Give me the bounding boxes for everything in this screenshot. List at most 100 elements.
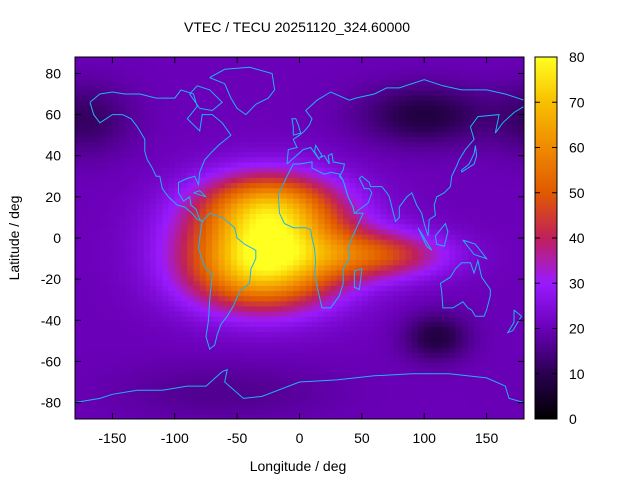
heatmap-cell bbox=[199, 269, 207, 276]
heatmap-cell bbox=[343, 316, 350, 322]
heatmap-cell bbox=[480, 146, 488, 153]
heatmap-cell bbox=[131, 95, 138, 101]
heatmap-cell bbox=[205, 316, 213, 322]
heatmap-cell bbox=[168, 187, 176, 194]
heatmap-cell bbox=[81, 383, 89, 389]
heatmap-cell bbox=[168, 136, 176, 142]
heatmap-cell bbox=[118, 161, 126, 168]
heatmap-cell bbox=[268, 249, 276, 256]
heatmap-cell bbox=[311, 408, 319, 415]
heatmap-cell bbox=[280, 377, 288, 384]
heatmap-cell bbox=[212, 192, 220, 199]
heatmap-cell bbox=[143, 413, 151, 419]
heatmap-cell bbox=[218, 249, 226, 256]
heatmap-cell bbox=[511, 367, 519, 374]
heatmap-cell bbox=[293, 208, 301, 214]
heatmap-cell bbox=[149, 326, 157, 333]
heatmap-cell bbox=[237, 326, 244, 333]
heatmap-cell bbox=[143, 105, 151, 112]
heatmap-cell bbox=[318, 192, 326, 199]
heatmap-cell bbox=[424, 233, 432, 240]
heatmap-cell bbox=[318, 105, 326, 112]
heatmap-cell bbox=[455, 177, 463, 184]
heatmap-cell bbox=[168, 259, 176, 266]
heatmap-cell bbox=[162, 275, 170, 281]
heatmap-cell bbox=[343, 331, 350, 338]
heatmap-cell bbox=[87, 59, 95, 65]
heatmap-cell bbox=[299, 105, 307, 112]
heatmap-cell bbox=[224, 115, 232, 122]
heatmap-cell bbox=[424, 254, 432, 261]
heatmap-cell bbox=[280, 331, 288, 338]
heatmap-cell bbox=[75, 352, 82, 358]
heatmap-cell bbox=[361, 115, 369, 122]
heatmap-cell bbox=[168, 326, 176, 333]
heatmap-cell bbox=[330, 136, 338, 142]
heatmap-cell bbox=[393, 336, 400, 343]
heatmap-cell bbox=[230, 125, 238, 132]
heatmap-cell bbox=[461, 228, 469, 235]
heatmap-cell bbox=[168, 398, 176, 405]
heatmap-cell bbox=[461, 156, 469, 163]
heatmap-cell bbox=[268, 377, 276, 384]
heatmap-cell bbox=[293, 352, 301, 358]
heatmap-cell bbox=[274, 136, 282, 142]
heatmap-cell bbox=[93, 362, 101, 369]
heatmap-cell bbox=[480, 259, 488, 266]
heatmap-cell bbox=[205, 326, 213, 333]
heatmap-cell bbox=[156, 311, 163, 317]
heatmap-cell bbox=[87, 357, 95, 364]
heatmap-cell bbox=[336, 223, 344, 230]
heatmap-cell bbox=[293, 413, 301, 419]
heatmap-cell bbox=[405, 259, 413, 266]
heatmap-cell bbox=[224, 59, 232, 65]
heatmap-cell bbox=[305, 316, 313, 322]
heatmap-cell bbox=[336, 182, 344, 189]
heatmap-cell bbox=[299, 69, 307, 76]
heatmap-cell bbox=[343, 326, 350, 333]
heatmap-cell bbox=[293, 403, 301, 410]
heatmap-cell bbox=[255, 352, 263, 358]
heatmap-cell bbox=[262, 362, 269, 369]
heatmap-cell bbox=[162, 388, 170, 394]
heatmap-cell bbox=[436, 84, 444, 91]
heatmap-cell bbox=[492, 249, 500, 256]
heatmap-cell bbox=[442, 100, 450, 106]
heatmap-cell bbox=[343, 413, 350, 419]
heatmap-cell bbox=[343, 233, 350, 240]
heatmap-cell bbox=[299, 57, 307, 60]
heatmap-cell bbox=[243, 341, 251, 348]
heatmap-cell bbox=[181, 264, 188, 271]
heatmap-cell bbox=[474, 249, 481, 256]
heatmap-cell bbox=[287, 367, 294, 374]
heatmap-cell bbox=[268, 254, 276, 261]
heatmap-cell bbox=[442, 228, 450, 235]
heatmap-cell bbox=[492, 141, 500, 148]
heatmap-cell bbox=[193, 136, 201, 142]
heatmap-cell bbox=[461, 311, 469, 317]
heatmap-cell bbox=[467, 192, 475, 199]
heatmap-cell bbox=[262, 172, 269, 178]
heatmap-cell bbox=[324, 362, 332, 369]
heatmap-cell bbox=[330, 100, 338, 106]
heatmap-cell bbox=[455, 89, 463, 96]
heatmap-cell bbox=[305, 228, 313, 235]
heatmap-cell bbox=[486, 331, 494, 338]
heatmap-cell bbox=[268, 167, 276, 173]
heatmap-cell bbox=[181, 213, 188, 220]
heatmap-cell bbox=[417, 95, 425, 101]
heatmap-cell bbox=[480, 413, 488, 419]
heatmap-cell bbox=[143, 362, 151, 369]
heatmap-cell bbox=[399, 57, 407, 60]
heatmap-cell bbox=[243, 203, 251, 209]
heatmap-cell bbox=[230, 239, 238, 245]
heatmap-cell bbox=[405, 321, 413, 328]
heatmap-cell bbox=[199, 79, 207, 86]
heatmap-cell bbox=[380, 388, 388, 394]
heatmap-cell bbox=[430, 254, 438, 261]
heatmap-cell bbox=[149, 192, 157, 199]
heatmap-cell bbox=[81, 280, 89, 286]
heatmap-cell bbox=[205, 125, 213, 132]
heatmap-cell bbox=[199, 331, 207, 338]
heatmap-cell bbox=[99, 295, 107, 302]
